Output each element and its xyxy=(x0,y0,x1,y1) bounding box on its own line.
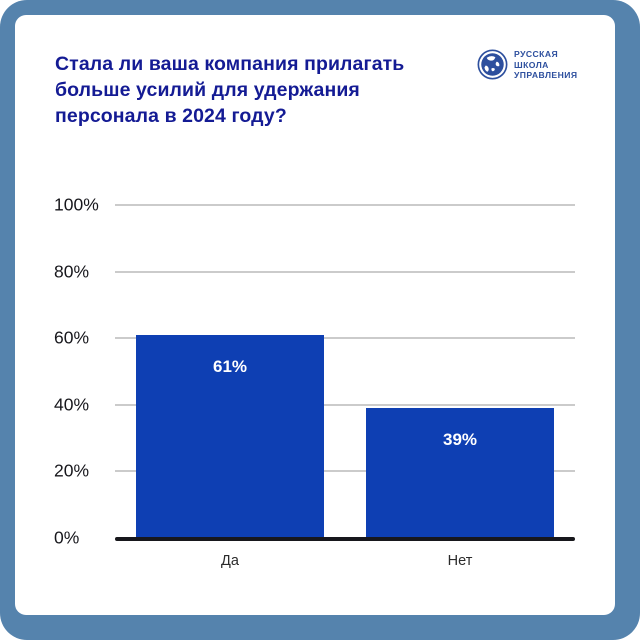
company-logo: РУССКАЯ ШКОЛА УПРАВЛЕНИЯ xyxy=(477,49,578,81)
bar-value-label: 39% xyxy=(442,430,478,450)
gridline xyxy=(115,270,575,273)
y-axis-tick-label: 80% xyxy=(54,261,90,282)
bar-Да xyxy=(136,334,324,538)
bar-Нет xyxy=(366,408,554,538)
y-axis-tick-label: 0% xyxy=(54,527,80,548)
globe-icon xyxy=(477,49,508,80)
gridline xyxy=(115,470,575,473)
y-axis-tick-label: 20% xyxy=(54,460,90,481)
infographic-card: Стала ли ваша компания прилагать больше … xyxy=(15,15,615,615)
x-axis-line xyxy=(115,537,575,541)
y-axis-tick-label: 60% xyxy=(54,327,90,348)
chart-title-line: больше усилий для удержания xyxy=(55,79,360,101)
gridline xyxy=(115,337,575,340)
chart-title-line: Стала ли ваша компания прилагать xyxy=(55,53,405,75)
bar-value-label: 61% xyxy=(212,356,248,376)
x-axis-category-label: Да xyxy=(221,553,239,569)
logo-text: РУССКАЯ ШКОЛА УПРАВЛЕНИЯ xyxy=(514,49,578,81)
logo-text-line: РУССКАЯ xyxy=(514,49,559,59)
bar-chart: 0% 20% 40% 60% 80% 100% 61% Да 39% Нет xyxy=(15,15,615,615)
x-axis-category-label: Нет xyxy=(447,553,473,569)
chart-title-line: персонала в 2024 году? xyxy=(55,105,287,127)
logo-text-line: ШКОЛА xyxy=(514,59,549,70)
y-axis-tick-label: 40% xyxy=(54,394,90,415)
gridline xyxy=(115,403,575,406)
logo-text-line: УПРАВЛЕНИЯ xyxy=(514,70,578,81)
chart-title: Стала ли ваша компания прилагать больше … xyxy=(55,51,465,129)
y-axis-tick-label: 100% xyxy=(54,194,99,215)
gridline xyxy=(115,204,575,206)
